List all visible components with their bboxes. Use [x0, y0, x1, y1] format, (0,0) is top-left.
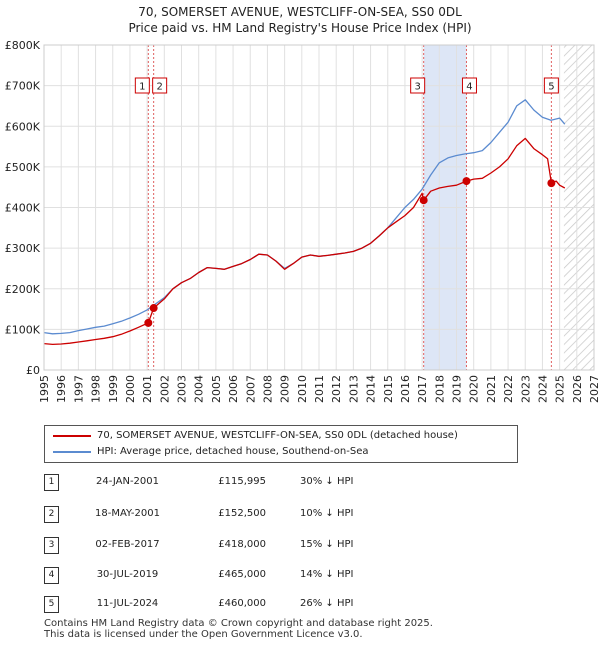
y-tick-label: £0 [26, 364, 40, 377]
x-tick-label: 2020 [468, 375, 481, 403]
legend-label-hpi: HPI: Average price, detached house, Sout… [97, 446, 369, 457]
x-tick-label: 2008 [261, 375, 274, 403]
y-tick-label: £700K [5, 80, 41, 93]
y-tick-label: £200K [5, 283, 41, 296]
footer: Contains HM Land Registry data © Crown c… [44, 618, 584, 640]
x-tick-label: 2000 [124, 375, 137, 403]
transaction-price: £465,000 [218, 569, 266, 580]
plot-frame [43, 44, 595, 371]
chart-title: 70, SOMERSET AVENUE, WESTCLIFF-ON-SEA, S… [138, 5, 462, 19]
x-tick-label: 2010 [296, 375, 309, 403]
x-tick-label: 2023 [519, 375, 532, 403]
transaction-number: 5 [44, 596, 59, 613]
sale-number-label: 3 [414, 82, 420, 93]
transaction-hpi-diff: 15% ↓ HPI [300, 539, 354, 550]
sale-number-label: 4 [466, 82, 472, 93]
transaction-number: 2 [44, 506, 59, 523]
legend-label-property: 70, SOMERSET AVENUE, WESTCLIFF-ON-SEA, S… [97, 430, 458, 441]
transaction-date: 24-JAN-2001 [95, 476, 160, 487]
sale-number-label: 5 [548, 82, 554, 93]
x-tick-label: 2005 [210, 375, 223, 403]
sale-number-box [134, 77, 150, 94]
x-tick-label: 2007 [244, 375, 257, 403]
transaction-date: 30-JUL-2019 [96, 569, 159, 580]
sale-number-box [543, 77, 559, 94]
footer-licence: This data is licensed under the Open Gov… [44, 629, 363, 640]
legend-swatch-hpi [53, 451, 91, 453]
sale-point [419, 196, 428, 205]
transaction-date: 11-JUL-2024 [96, 598, 159, 609]
transaction-hpi-diff: 30% ↓ HPI [300, 476, 354, 487]
x-tick-label: 1997 [72, 375, 85, 403]
transaction-price: £460,000 [218, 598, 266, 609]
x-tick-label: 2022 [502, 375, 515, 403]
legend-swatch-property [53, 435, 91, 437]
y-tick-label: £400K [5, 202, 41, 215]
sale-point [144, 318, 153, 327]
transaction-number: 1 [44, 474, 59, 491]
x-tick-label: 2009 [279, 375, 292, 403]
chart-subtitle: Price paid vs. HM Land Registry's House … [128, 21, 472, 35]
transaction-number: 3 [44, 537, 59, 554]
price-chart: £0 £100K £200K £300K £400K £500K £600K £700K £80… [5, 39, 600, 403]
sale-number-label: 2 [156, 82, 162, 93]
x-tick-label: 2017 [416, 375, 429, 403]
legend: 70, SOMERSET AVENUE, WESTCLIFF-ON-SEA, S… [44, 425, 518, 463]
property-series-line [43, 137, 566, 346]
sale-point [462, 177, 471, 186]
x-tick-label: 2019 [451, 375, 464, 403]
x-tick-label: 2025 [554, 375, 567, 403]
x-tick-label: 1998 [90, 375, 103, 403]
y-tick-label: £800K [5, 39, 41, 52]
x-tick-label: 2015 [382, 375, 395, 403]
x-tick-label: 2012 [330, 375, 343, 403]
table-row: 2 18-MAY-2001 £152,500 10% ↓ HPI [0, 504, 600, 524]
y-tick-label: £300K [5, 242, 41, 255]
sale-number-box [152, 77, 168, 94]
x-tick-label: 1999 [107, 375, 120, 403]
x-tick-label: 2016 [399, 375, 412, 403]
x-tick-label: 1995 [38, 375, 51, 403]
transaction-hpi-diff: 14% ↓ HPI [300, 569, 354, 580]
transaction-number: 4 [44, 567, 59, 584]
x-tick-label: 2004 [193, 375, 206, 403]
x-tick-label: 2014 [365, 375, 378, 403]
transaction-price: £115,995 [218, 476, 266, 487]
table-row: 1 24-JAN-2001 £115,995 30% ↓ HPI [0, 472, 600, 492]
x-tick-label: 2001 [141, 375, 154, 403]
table-row: 5 11-JUL-2024 £460,000 26% ↓ HPI [0, 594, 600, 614]
transaction-date: 18-MAY-2001 [94, 508, 160, 519]
transaction-price: £152,500 [218, 508, 266, 519]
y-tick-label: £100K [5, 323, 41, 336]
transaction-hpi-diff: 26% ↓ HPI [300, 598, 354, 609]
table-row: 4 30-JUL-2019 £465,000 14% ↓ HPI [0, 565, 600, 585]
y-tick-label: £600K [5, 120, 41, 133]
x-tick-label: 2002 [158, 375, 171, 403]
x-tick-label: 2003 [176, 375, 189, 403]
transaction-price: £418,000 [218, 539, 266, 550]
y-tick-label: £500K [5, 161, 41, 174]
x-tick-label: 2027 [588, 375, 600, 403]
x-tick-label: 1996 [55, 375, 68, 403]
transaction-hpi-diff: 10% ↓ HPI [300, 508, 354, 519]
sale-number-box [410, 77, 426, 94]
sale-point [547, 179, 556, 188]
x-tick-label: 2024 [536, 375, 549, 403]
transaction-date: 02-FEB-2017 [95, 539, 160, 550]
table-row: 3 02-FEB-2017 £418,000 15% ↓ HPI [0, 535, 600, 555]
x-tick-label: 2026 [571, 375, 584, 403]
x-tick-label: 2006 [227, 375, 240, 403]
sale-number-label: 1 [139, 82, 145, 93]
sale-point [149, 304, 158, 313]
footer-copyright: Contains HM Land Registry data © Crown c… [44, 618, 433, 629]
x-tick-label: 2018 [433, 375, 446, 403]
x-tick-label: 2013 [347, 375, 360, 403]
x-tick-label: 2021 [485, 375, 498, 403]
sale-number-box [461, 77, 477, 94]
x-tick-label: 2011 [313, 375, 326, 403]
